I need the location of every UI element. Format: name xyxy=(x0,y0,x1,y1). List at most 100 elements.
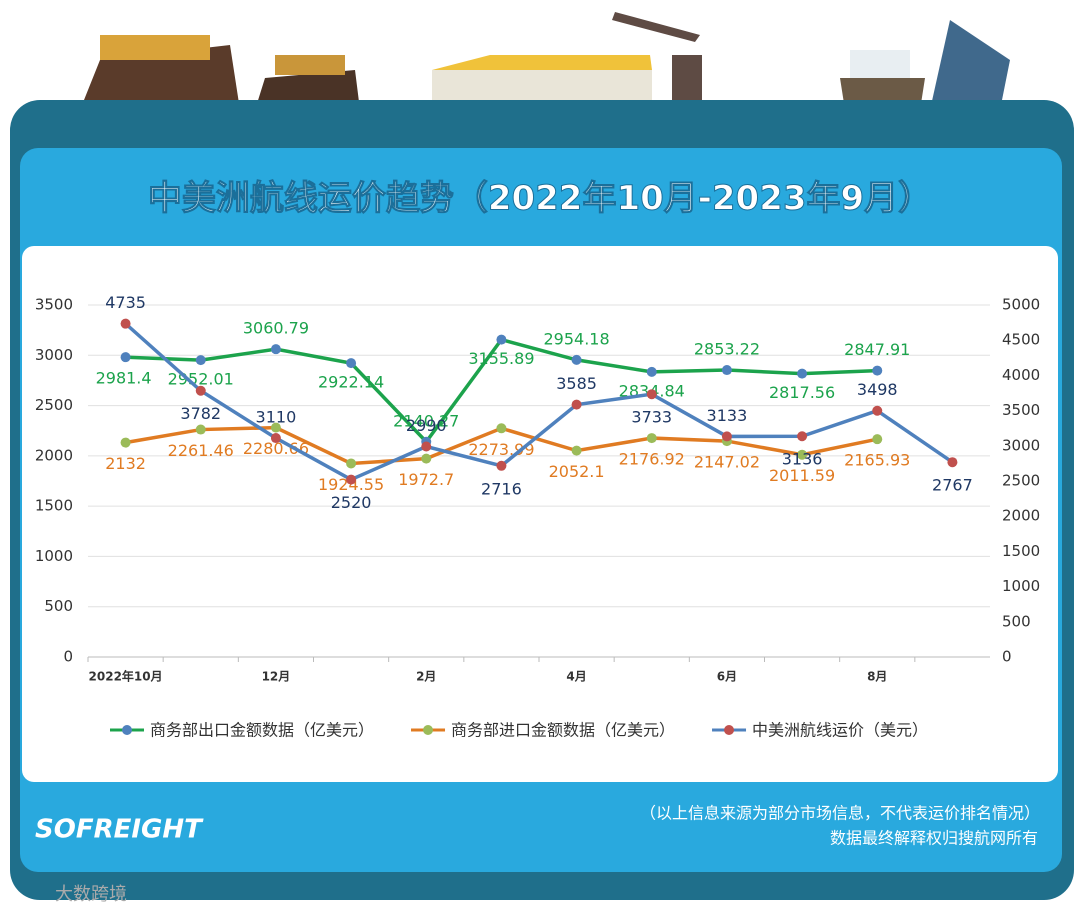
data-label: 1972.7 xyxy=(398,470,454,489)
x-tick-label: 8月 xyxy=(867,670,887,684)
data-label: 2140.27 xyxy=(393,411,459,430)
data-label: 2981.4 xyxy=(96,369,152,388)
data-label: 2922.14 xyxy=(318,373,384,392)
data-label: 3136 xyxy=(782,450,823,469)
marker xyxy=(797,368,808,379)
data-label: 2273.99 xyxy=(468,440,534,459)
legend-marker xyxy=(423,725,434,735)
legend-label: 商务部出口金额数据（亿美元） xyxy=(150,721,374,740)
marker xyxy=(646,366,657,377)
marker xyxy=(646,433,657,444)
x-tick-label: 4月 xyxy=(566,670,586,684)
marker xyxy=(872,405,883,416)
y-tick-label: 3500 xyxy=(35,296,73,314)
plot-panel xyxy=(22,246,1058,782)
watermark: 大数跨境 xyxy=(55,884,127,905)
legend-label: 中美洲航线运价（美元） xyxy=(752,721,928,740)
marker xyxy=(797,449,808,460)
marker xyxy=(646,389,657,400)
marker xyxy=(270,344,281,355)
series-line xyxy=(124,322,954,482)
data-label: 2011.59 xyxy=(769,466,835,485)
decoration xyxy=(80,12,1010,110)
data-label: 3733 xyxy=(631,408,672,427)
data-label: 2954.18 xyxy=(543,329,609,348)
footer-note: （以上信息来源为部分市场信息，不代表运价排名情况） xyxy=(640,804,1040,823)
y-tick-label: 0 xyxy=(63,648,73,666)
marker xyxy=(195,424,206,435)
data-label: 3133 xyxy=(707,406,748,425)
marker xyxy=(120,318,131,329)
legend-marker xyxy=(724,725,735,735)
marker xyxy=(797,431,808,442)
marker xyxy=(947,457,958,468)
data-label: 2767 xyxy=(932,476,973,495)
y-tick-label: 3000 xyxy=(35,346,73,364)
x-tick-label: 2月 xyxy=(416,670,436,684)
y-tick-label: 2500 xyxy=(35,396,73,414)
y2-tick-label: 1000 xyxy=(1002,577,1040,595)
marker xyxy=(872,434,883,445)
data-label: 2052.1 xyxy=(549,462,605,481)
data-label: 3060.79 xyxy=(243,319,309,338)
data-label: 2132 xyxy=(105,454,146,473)
legend-marker xyxy=(122,725,132,735)
marker xyxy=(496,460,507,471)
data-label: 3155.89 xyxy=(468,349,534,368)
y-tick-label: 1000 xyxy=(35,547,73,565)
y2-tick-label: 2500 xyxy=(1002,472,1040,490)
marker xyxy=(571,445,582,456)
y2-tick-label: 500 xyxy=(1002,612,1031,630)
marker xyxy=(571,354,582,365)
data-label: 2261.46 xyxy=(168,441,234,460)
marker xyxy=(571,399,582,410)
data-label: 2847.91 xyxy=(844,340,910,359)
footer-note: 数据最终解释权归搜航网所有 xyxy=(830,829,1038,848)
data-label: 2520 xyxy=(331,493,372,512)
marker xyxy=(346,358,357,369)
marker xyxy=(496,423,507,434)
data-label: 3585 xyxy=(556,374,597,393)
marker xyxy=(346,458,357,469)
legend-label: 商务部进口金额数据（亿美元） xyxy=(451,721,675,740)
marker xyxy=(872,365,883,376)
marker xyxy=(346,474,357,485)
data-label: 4735 xyxy=(105,293,146,312)
y2-tick-label: 1500 xyxy=(1002,542,1040,560)
y2-tick-label: 4000 xyxy=(1002,366,1040,384)
y-tick-label: 2000 xyxy=(35,446,73,464)
marker xyxy=(421,453,432,464)
marker xyxy=(270,433,281,444)
data-label: 3782 xyxy=(180,404,221,423)
y2-tick-label: 5000 xyxy=(1002,296,1040,314)
data-label: 2165.93 xyxy=(844,451,910,470)
marker xyxy=(120,352,131,363)
marker xyxy=(721,431,732,442)
y2-tick-label: 3500 xyxy=(1002,401,1040,419)
marker xyxy=(721,365,732,376)
x-tick-label: 12月 xyxy=(262,670,291,684)
marker xyxy=(496,334,507,345)
data-label: 2990 xyxy=(406,416,447,435)
marker xyxy=(270,422,281,433)
y2-tick-label: 0 xyxy=(1002,648,1012,666)
data-label: 2716 xyxy=(481,479,522,498)
y2-tick-label: 4500 xyxy=(1002,331,1040,349)
chart-title: 中美洲航线运价趋势（2022年10月-2023年9月） xyxy=(148,179,932,219)
data-label: 2853.22 xyxy=(694,340,760,359)
marker xyxy=(421,441,432,452)
y2-tick-label: 2000 xyxy=(1002,507,1040,525)
x-tick-label: 6月 xyxy=(717,670,737,684)
logo: SOFREIGHT xyxy=(35,815,204,845)
y2-tick-label: 3000 xyxy=(1002,436,1040,454)
data-label: 2817.56 xyxy=(769,383,835,402)
x-tick-label: 2022年10月 xyxy=(89,669,163,684)
marker xyxy=(195,355,206,366)
marker xyxy=(195,385,206,396)
data-label: 2280.66 xyxy=(243,439,309,458)
data-label: 3498 xyxy=(857,380,898,399)
data-label: 2176.92 xyxy=(619,450,685,469)
y-tick-label: 1500 xyxy=(35,497,73,515)
data-label: 3110 xyxy=(256,408,297,427)
marker xyxy=(120,437,131,448)
